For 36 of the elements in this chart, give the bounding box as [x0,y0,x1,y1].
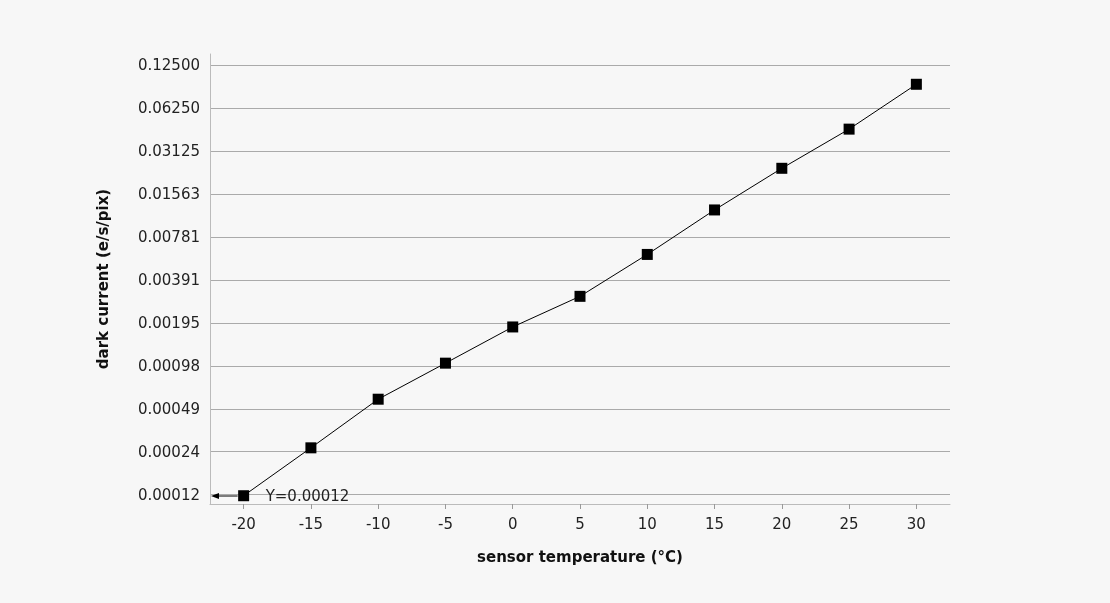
point [709,204,721,216]
y-tick-label: 0.06250 [137,99,200,118]
x-tick-label: -5 [437,514,453,533]
x-tick-label: 10 [637,514,657,533]
x-tick-label: -20 [231,514,256,533]
y-tick-label: 0.00012 [137,485,200,504]
y-tick-label: 0.03125 [137,142,200,161]
point [439,357,451,369]
y-tick-label: 0.00391 [137,270,200,289]
x-tick-label: -15 [298,514,324,533]
y-axis-title: dark current (e/s/pix) [93,188,112,370]
annotation: Y=0.00012 [264,486,350,505]
point [372,393,384,405]
x-tick-label: 5 [575,514,585,533]
x-tick-label: -10 [365,514,391,533]
point [641,248,653,260]
y-tick-label: 0.00049 [137,399,200,418]
point [776,162,788,174]
x-tick-label: 0 [507,514,518,533]
point [507,321,519,333]
y-tick-label: 0.00024 [137,442,200,461]
x-tick-label: 30 [906,514,926,533]
x-tick-label: 20 [772,514,792,533]
point [910,78,922,90]
y-tick-label: 0.00781 [137,228,200,247]
x-tick-label: 15 [705,514,725,533]
y-tick-label: 0.12500 [137,56,200,75]
x-axis-title: sensor temperature (°C) [477,547,683,566]
y-tick-label: 0.01563 [137,185,200,204]
point [843,123,855,135]
y-tick-label: 0.00195 [137,313,200,332]
point [238,490,250,502]
point [305,442,317,454]
x-tick-label: 25 [839,514,859,533]
y-tick-label: 0.00098 [137,356,200,375]
point [574,290,586,302]
